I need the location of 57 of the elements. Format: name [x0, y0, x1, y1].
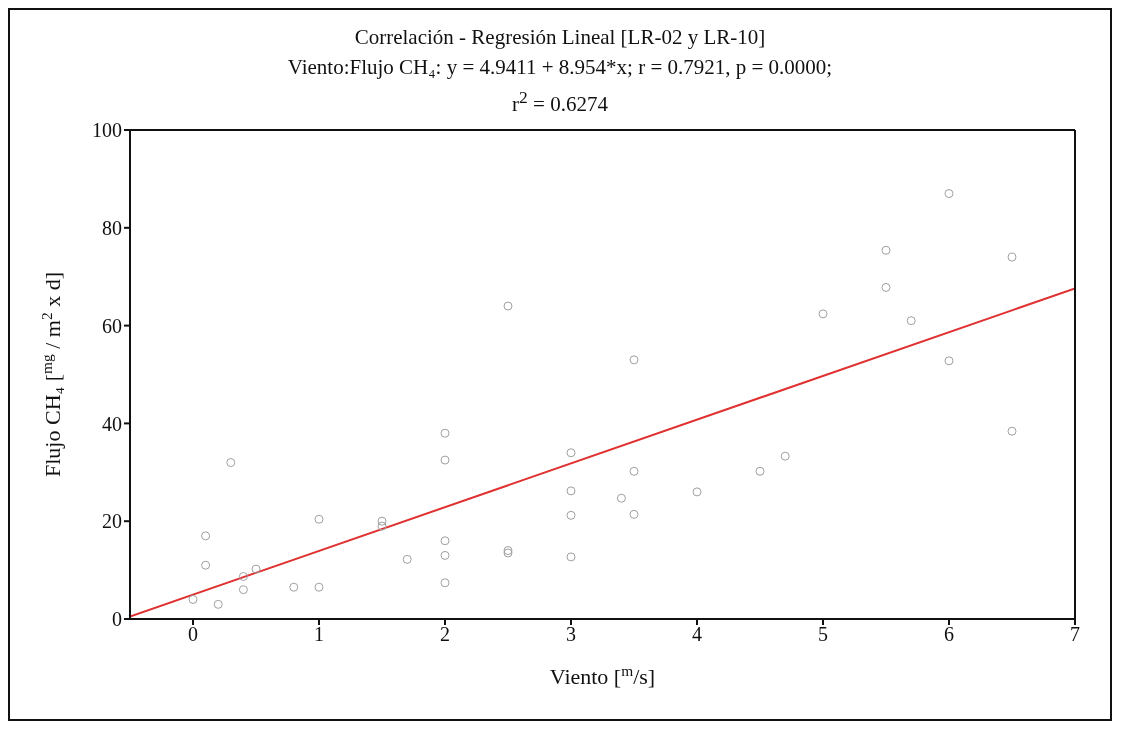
point: [238, 585, 248, 595]
x-tick-label: 1: [314, 623, 324, 646]
point: [440, 536, 450, 546]
chart-subtitle: Viento:Flujo CH₄: y = 4.9411 + 8.954*x; r = 0.7921, p = 0.0000;: [286, 54, 834, 81]
chart-title: Correlación - Regresión Lineal [LR-02 y LR-10]: [353, 24, 767, 51]
x-axis-title: Viento [$^{m}$/s]: [549, 661, 656, 689]
point: [188, 594, 198, 604]
point: [566, 552, 576, 562]
point: [1007, 252, 1017, 262]
point: [566, 448, 576, 458]
point: [780, 451, 790, 461]
point: [238, 571, 248, 581]
x-tick-label: 6: [944, 623, 954, 646]
point: [566, 486, 576, 496]
point: [440, 428, 450, 438]
point: [201, 560, 211, 570]
point: [226, 458, 236, 468]
y-tick-label: 60: [102, 314, 122, 337]
point: [616, 493, 626, 503]
point: [755, 466, 765, 476]
point: [440, 550, 450, 560]
point: [314, 582, 324, 592]
y-tick-label: 100: [92, 119, 122, 142]
point: [629, 355, 639, 365]
point: [629, 509, 639, 519]
x-tick-label: 2: [440, 623, 450, 646]
x-tick-label: 3: [566, 623, 576, 646]
x-tick-label: 4: [692, 623, 702, 646]
point: [818, 309, 828, 319]
point: [314, 514, 324, 524]
point: [213, 599, 223, 609]
point: [440, 455, 450, 465]
point: [944, 189, 954, 199]
x-tick-label: 7: [1070, 623, 1080, 646]
point: [503, 301, 513, 311]
x-tick-label: 5: [818, 623, 828, 646]
x-tick-label: 0: [188, 623, 198, 646]
point: [906, 316, 916, 326]
y-tick-label: 0: [112, 608, 122, 631]
y-tick-label: 20: [102, 510, 122, 533]
point: [881, 282, 891, 292]
point: [201, 531, 211, 541]
point: [440, 578, 450, 588]
point: [692, 487, 702, 497]
point: [881, 245, 891, 255]
point: [402, 554, 412, 564]
text: r$^{2}$ = 0.6274: [511, 86, 609, 118]
point: [377, 516, 387, 526]
point: [251, 564, 261, 574]
point: [566, 510, 576, 520]
point: [1007, 426, 1017, 436]
y-tick-label: 80: [102, 216, 122, 239]
point: [944, 356, 954, 366]
point: [629, 466, 639, 476]
y-tick-label: 40: [102, 412, 122, 435]
point: [377, 521, 387, 531]
point: [289, 582, 299, 592]
